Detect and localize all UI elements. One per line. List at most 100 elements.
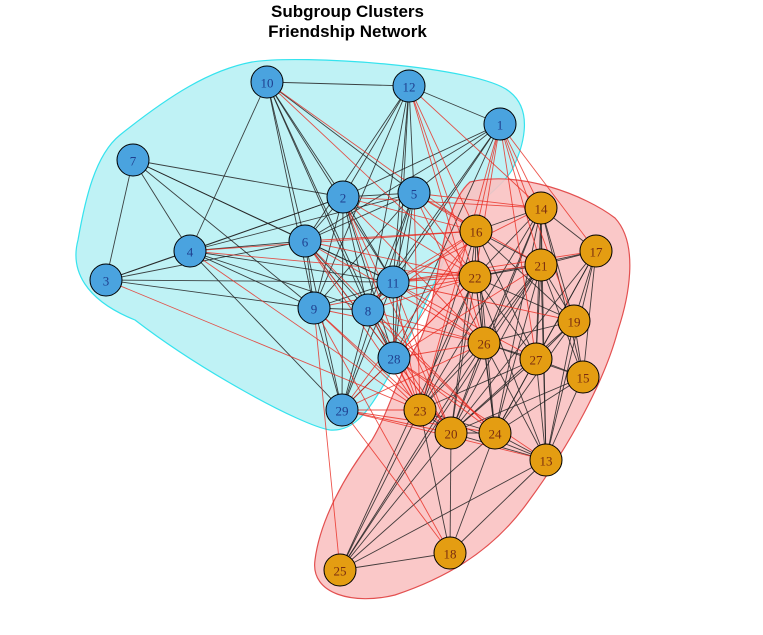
within-group-edge-5-6: [304, 192, 415, 242]
between-group-edge-28-24: [393, 357, 496, 434]
between-group-edge-5-22: [413, 192, 476, 278]
node-circle-26: [467, 326, 501, 360]
within-group-edge-1-5: [413, 123, 501, 194]
within-group-edge-12-6: [304, 85, 410, 242]
node-label-5: 5: [411, 187, 418, 202]
node-circle-29: [325, 393, 359, 427]
within-group-edge-1-28: [393, 123, 501, 359]
node-circle-23: [403, 393, 437, 427]
within-group-edge-7-9: [132, 159, 315, 309]
between-group-edge-28-21: [393, 264, 542, 359]
within-group-edge-19-13: [545, 320, 575, 461]
node-label-29: 29: [336, 404, 349, 419]
within-group-edge-3-2: [105, 196, 344, 281]
within-group-edge-9-29: [313, 307, 343, 411]
within-group-edge-4-29: [189, 250, 343, 411]
within-group-edge-14-19: [540, 207, 575, 322]
node-label-15: 15: [577, 371, 590, 386]
node-circle-28: [377, 341, 411, 375]
within-group-edge-14-15: [540, 207, 584, 378]
within-group-edge-22-13: [474, 276, 547, 461]
between-group-edge-12-26: [408, 85, 485, 344]
within-group-edge-17-15: [582, 250, 597, 378]
node-label-13: 13: [540, 454, 553, 469]
node-12: 12: [392, 69, 426, 103]
node-label-22: 22: [469, 271, 482, 286]
between-group-edge-2-20: [342, 196, 452, 434]
node-8: 8: [351, 293, 385, 327]
node-17: 17: [579, 234, 613, 268]
between-group-edge-9-18: [313, 307, 451, 554]
node-26: 26: [467, 326, 501, 360]
within-group-edge-26-25: [339, 342, 485, 571]
between-group-edge-12-16: [408, 85, 477, 232]
within-group-edge-23-25: [339, 409, 421, 571]
node-label-9: 9: [311, 302, 318, 317]
between-group-edge-2-14: [342, 196, 542, 209]
node-circle-1: [483, 107, 517, 141]
node-circle-3: [89, 263, 123, 297]
node-19: 19: [557, 304, 591, 338]
node-circle-11: [376, 265, 410, 299]
within-group-edge-18-25: [339, 552, 451, 571]
within-group-edge-2-29: [341, 196, 344, 411]
node-label-24: 24: [489, 427, 503, 442]
within-group-edge-27-13: [535, 358, 547, 461]
node-circle-13: [529, 443, 563, 477]
within-group-edge-7-3: [105, 159, 134, 281]
node-label-8: 8: [365, 304, 372, 319]
node-circle-10: [250, 65, 284, 99]
node-label-12: 12: [403, 80, 416, 95]
between-group-edge-6-24: [304, 240, 496, 434]
within-group-edge-22-27: [474, 276, 537, 360]
node-label-17: 17: [590, 245, 604, 260]
within-group-edge-19-20: [450, 320, 575, 434]
between-group-edge-29-26: [341, 342, 485, 411]
within-group-edge-12-8: [367, 85, 410, 311]
node-circle-6: [288, 224, 322, 258]
within-group-edge-24-25: [339, 432, 496, 571]
within-group-edge-22-19: [474, 276, 575, 322]
within-group-edge-14-26: [483, 207, 542, 344]
between-group-edge-10-22: [266, 81, 476, 278]
node-3: 3: [89, 263, 123, 297]
within-group-edge-14-23: [419, 207, 542, 411]
within-group-edge-16-23: [419, 230, 477, 411]
within-group-edge-20-25: [339, 432, 452, 571]
node-circle-5: [397, 176, 431, 210]
within-group-edge-22-23: [419, 276, 476, 411]
between-group-edge-4-22: [189, 250, 476, 278]
node-circle-24: [478, 416, 512, 450]
within-group-edge-10-9: [266, 81, 315, 309]
node-label-7: 7: [130, 154, 137, 169]
between-group-edge-1-27: [499, 123, 537, 360]
node-15: 15: [566, 360, 600, 394]
node-label-19: 19: [568, 315, 581, 330]
within-group-edge-2-9: [313, 196, 344, 309]
node-13: 13: [529, 443, 563, 477]
between-group-edge-1-21: [499, 123, 542, 266]
within-group-edge-3-6: [105, 240, 306, 281]
within-group-edge-17-13: [545, 250, 597, 461]
within-group-edge-14-27: [535, 207, 542, 360]
between-group-edge-6-22: [304, 240, 476, 278]
node-14: 14: [524, 191, 558, 225]
node-9: 9: [297, 291, 331, 325]
node-label-23: 23: [414, 404, 427, 419]
within-group-edge-12-2: [342, 85, 410, 198]
node-label-14: 14: [535, 202, 549, 217]
node-circle-19: [557, 304, 591, 338]
within-group-edge-23-18: [419, 409, 451, 554]
within-group-edge-15-24: [494, 376, 584, 434]
within-group-edge-7-2: [132, 159, 344, 198]
node-label-26: 26: [478, 337, 492, 352]
within-group-edge-19-24: [494, 320, 575, 434]
within-group-edge-12-9: [313, 85, 410, 309]
node-label-25: 25: [334, 564, 347, 579]
node-circle-2: [326, 180, 360, 214]
between-group-edge-9-26: [313, 307, 485, 344]
node-circle-25: [323, 553, 357, 587]
node-label-16: 16: [470, 225, 484, 240]
